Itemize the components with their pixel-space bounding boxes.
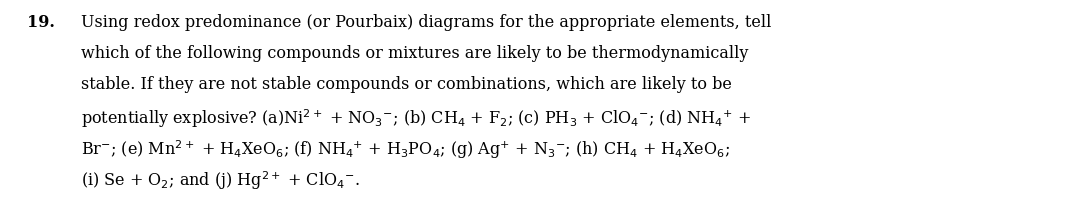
Text: Using redox predominance (or Pourbaix) diagrams for the appropriate elements, te: Using redox predominance (or Pourbaix) d… <box>81 14 771 31</box>
Text: (i) Se + O$_2$; and (j) Hg$^{2+}$ + ClO$_4$$^{-}$.: (i) Se + O$_2$; and (j) Hg$^{2+}$ + ClO$… <box>81 169 360 192</box>
Text: 19.: 19. <box>27 14 55 31</box>
Text: Br$^{-}$; (e) Mn$^{2+}$ + H$_4$XeO$_6$; (f) NH$_4$$^{+}$ + H$_3$PO$_4$; (g) Ag$^: Br$^{-}$; (e) Mn$^{2+}$ + H$_4$XeO$_6$; … <box>81 138 730 161</box>
Text: potentially explosive? (a)Ni$^{2+}$ + NO$_3$$^{-}$; (b) CH$_4$ + F$_2$; (c) PH$_: potentially explosive? (a)Ni$^{2+}$ + NO… <box>81 107 752 130</box>
Text: stable. If they are not stable compounds or combinations, which are likely to be: stable. If they are not stable compounds… <box>81 76 732 93</box>
Text: which of the following compounds or mixtures are likely to be thermodynamically: which of the following compounds or mixt… <box>81 45 748 62</box>
